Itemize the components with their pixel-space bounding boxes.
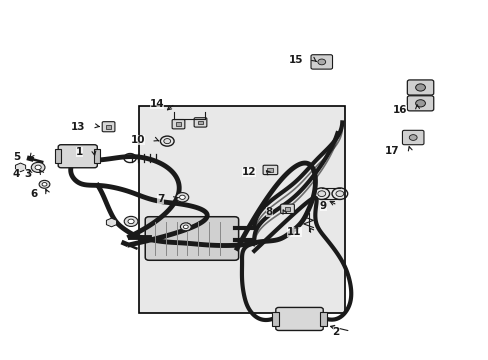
FancyBboxPatch shape: [280, 204, 294, 213]
FancyBboxPatch shape: [145, 217, 238, 260]
Text: 15: 15: [288, 55, 303, 66]
FancyBboxPatch shape: [263, 165, 277, 175]
Bar: [176, 122, 181, 126]
Bar: [272, 312, 278, 326]
FancyBboxPatch shape: [194, 118, 206, 127]
Bar: [106, 125, 111, 129]
FancyBboxPatch shape: [102, 122, 115, 132]
Text: 5: 5: [13, 152, 20, 162]
Text: 17: 17: [384, 146, 399, 156]
Circle shape: [163, 139, 170, 144]
Circle shape: [317, 59, 325, 65]
Circle shape: [128, 219, 134, 224]
FancyBboxPatch shape: [172, 120, 184, 129]
Text: 6: 6: [30, 189, 37, 199]
FancyBboxPatch shape: [402, 130, 423, 145]
Circle shape: [317, 191, 325, 197]
Text: 2: 2: [332, 327, 339, 337]
Text: 11: 11: [286, 227, 301, 237]
Bar: [94, 149, 100, 163]
Bar: [284, 207, 290, 211]
Circle shape: [35, 165, 41, 170]
Text: 7: 7: [157, 194, 164, 204]
Bar: [139, 106, 344, 313]
Text: 9: 9: [319, 201, 326, 211]
FancyBboxPatch shape: [310, 55, 332, 69]
Text: 14: 14: [149, 99, 164, 109]
Polygon shape: [16, 163, 25, 172]
Bar: [198, 121, 203, 124]
Circle shape: [183, 225, 188, 229]
Text: 10: 10: [130, 135, 145, 145]
Text: 16: 16: [391, 105, 406, 115]
Bar: [320, 312, 326, 326]
Circle shape: [415, 100, 425, 107]
Text: 3: 3: [24, 169, 31, 179]
Circle shape: [124, 216, 138, 226]
FancyBboxPatch shape: [58, 145, 97, 168]
Bar: [267, 168, 273, 172]
Polygon shape: [106, 218, 116, 227]
Circle shape: [39, 180, 50, 188]
FancyBboxPatch shape: [407, 96, 433, 111]
Circle shape: [179, 195, 185, 199]
Bar: [55, 149, 61, 163]
Circle shape: [176, 193, 188, 202]
FancyBboxPatch shape: [275, 307, 323, 330]
Circle shape: [415, 84, 425, 91]
Text: 13: 13: [71, 122, 85, 132]
Text: 12: 12: [241, 167, 256, 177]
Circle shape: [42, 183, 47, 186]
Circle shape: [335, 191, 343, 197]
FancyBboxPatch shape: [407, 80, 433, 95]
Text: 4: 4: [12, 169, 20, 179]
Text: 1: 1: [76, 147, 83, 157]
Text: 8: 8: [265, 207, 272, 217]
Circle shape: [408, 135, 416, 140]
Circle shape: [31, 162, 45, 172]
Circle shape: [180, 223, 191, 231]
